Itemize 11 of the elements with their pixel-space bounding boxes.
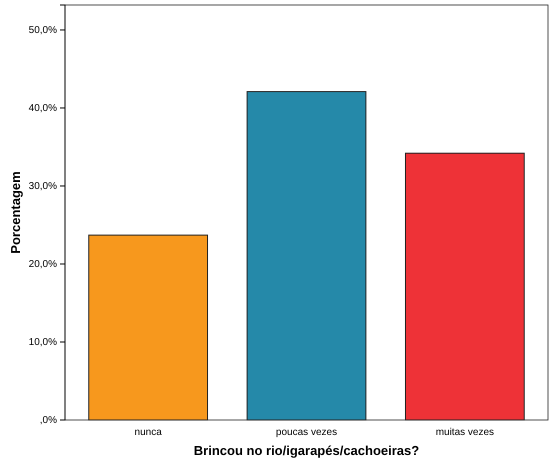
- x-tick-label: muitas vezes: [436, 427, 494, 438]
- y-tick-label: ,0%: [40, 415, 58, 426]
- x-tick-label: poucas vezes: [276, 427, 338, 438]
- x-axis-title: Brincou no rio/igarapés/cachoeiras?: [194, 443, 420, 458]
- y-tick-label: 40,0%: [28, 103, 58, 114]
- y-tick-label: 50,0%: [28, 25, 58, 36]
- y-tick-label: 30,0%: [28, 181, 58, 192]
- y-tick-label: 10,0%: [28, 337, 58, 348]
- y-axis-title: Porcentagem: [8, 171, 23, 254]
- y-tick-label: 20,0%: [28, 259, 58, 270]
- x-tick-label: nunca: [134, 427, 162, 438]
